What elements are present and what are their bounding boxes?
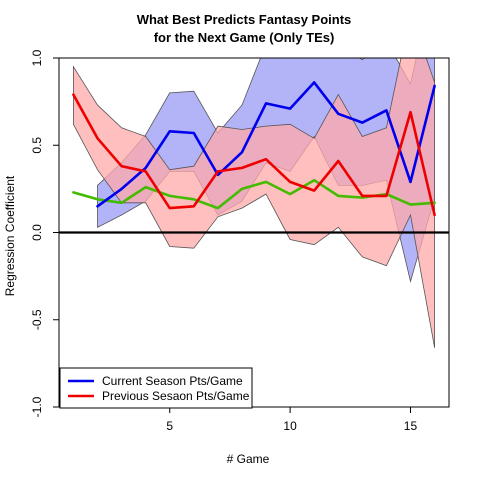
x-tick-label: 10	[283, 419, 297, 433]
legend-label-previous-season: Previous Sesaon Pts/Game	[102, 389, 250, 403]
y-tick-label: 0.5	[30, 137, 44, 154]
y-tick-label: 0.0	[30, 224, 44, 241]
y-tick-label: -0.5	[30, 309, 44, 330]
chart-title: What Best Predicts Fantasy Points	[137, 12, 352, 27]
legend-label-current-season: Current Season Pts/Game	[102, 374, 243, 388]
x-tick-label: 5	[166, 419, 173, 433]
series-line-previous-season	[72, 93, 436, 217]
series-lines	[72, 81, 436, 217]
y-tick-label: -1.0	[30, 396, 44, 417]
series-line-current-season	[96, 81, 436, 208]
x-axis-label: # Game	[227, 452, 270, 466]
chart-subtitle: for the Next Game (Only TEs)	[154, 30, 335, 45]
confidence-band-previous-season	[73, 58, 436, 348]
axes: 5 10 15 -1.0 -0.5 0.0 0.5 1.0	[30, 49, 450, 433]
x-tick-label: 15	[404, 419, 418, 433]
legend-box	[59, 367, 253, 409]
legend: Current Season Pts/Game Previous Sesaon …	[59, 367, 253, 409]
confidence-bands	[73, 58, 436, 348]
y-axis-label: Regression Coefficient	[3, 175, 17, 296]
y-tick-label: 1.0	[30, 49, 44, 66]
